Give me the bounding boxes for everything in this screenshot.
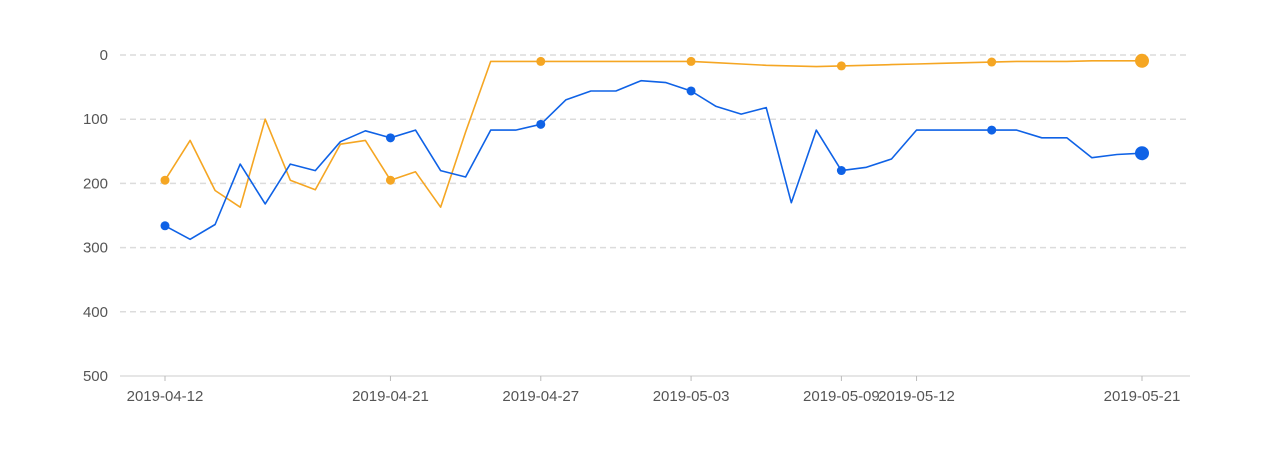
x-tick-label: 2019-05-09 (803, 388, 880, 405)
y-tick-label: 100 (83, 111, 108, 128)
series-2-point[interactable] (686, 56, 696, 66)
y-gridlines (120, 54, 1190, 313)
series-2-point[interactable] (385, 175, 395, 185)
series-1-point[interactable] (686, 86, 696, 96)
x-tick-label: 2019-05-12 (878, 388, 955, 405)
series-2-point[interactable] (987, 57, 997, 67)
y-tick-label: 500 (83, 368, 108, 385)
x-tick-label: 2019-04-21 (352, 388, 429, 405)
series-2-point[interactable] (836, 61, 846, 71)
series-2-line (164, 59, 1142, 208)
series-lines (164, 59, 1143, 241)
series-1-line (164, 79, 1143, 241)
series-1-point[interactable] (987, 125, 997, 135)
series-markers (160, 53, 1149, 231)
x-tick-label: 2019-05-03 (653, 388, 730, 405)
x-axis-ticks: 2019-04-12 2019-04-21 2019-04-27 2019-05-03… (127, 376, 1181, 405)
y-tick-label: 200 (83, 175, 108, 192)
series-2-point[interactable] (160, 175, 170, 185)
y-axis-ticks: 0 100 200 300 400 500 (83, 47, 108, 385)
series-1-point[interactable] (1135, 146, 1149, 161)
series-1-point[interactable] (160, 221, 170, 231)
x-tick-label: 2019-04-27 (502, 388, 579, 405)
series-1-point[interactable] (536, 119, 546, 129)
series-1-point[interactable] (836, 166, 846, 176)
x-tick-label: 2019-05-21 (1104, 388, 1181, 405)
series-1-point[interactable] (385, 133, 395, 143)
y-tick-label: 0 (100, 47, 108, 64)
series-2-point[interactable] (1135, 53, 1149, 68)
series-2-point[interactable] (536, 56, 546, 66)
y-tick-label: 400 (83, 304, 108, 321)
x-tick-label: 2019-04-12 (127, 388, 204, 405)
y-tick-label: 300 (83, 240, 108, 257)
